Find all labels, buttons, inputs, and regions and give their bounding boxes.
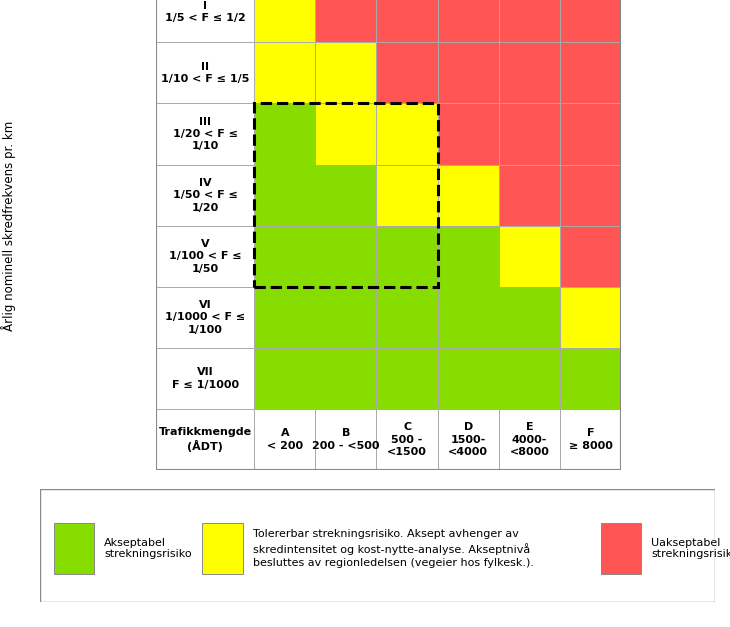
Bar — [499, 348, 560, 409]
Bar — [377, 409, 437, 470]
Bar — [560, 164, 621, 226]
Bar — [560, 409, 621, 470]
Bar — [377, 164, 437, 226]
Bar — [156, 42, 254, 103]
Bar — [254, 287, 315, 348]
Bar — [315, 103, 377, 164]
Bar — [499, 164, 560, 226]
Bar — [377, 226, 437, 287]
Bar — [499, 226, 560, 287]
Bar — [560, 226, 621, 287]
Text: I
1/5 < F ≤ 1/2: I 1/5 < F ≤ 1/2 — [165, 1, 246, 23]
Bar — [499, 0, 560, 43]
Text: III
1/20 < F ≤
1/10: III 1/20 < F ≤ 1/10 — [173, 117, 238, 152]
Bar — [377, 42, 437, 103]
Bar — [377, 103, 437, 164]
Bar — [499, 287, 560, 348]
Bar — [437, 348, 499, 409]
Text: VI
1/1000 < F ≤
1/100: VI 1/1000 < F ≤ 1/100 — [165, 300, 245, 335]
Bar — [377, 287, 437, 348]
Bar — [254, 226, 315, 287]
Text: Årlig nominell skredfrekvens pr. km: Årlig nominell skredfrekvens pr. km — [1, 120, 16, 331]
Bar — [315, 409, 377, 470]
Bar — [437, 42, 499, 103]
Bar — [437, 226, 499, 287]
Bar — [254, 409, 315, 470]
Bar — [437, 287, 499, 348]
Bar — [156, 348, 254, 409]
Bar — [202, 523, 242, 574]
Text: D
1500-
<4000: D 1500- <4000 — [448, 422, 488, 457]
Bar — [560, 287, 621, 348]
Bar — [499, 42, 560, 103]
Text: Trafikkmengde
(ÅDT): Trafikkmengde (ÅDT) — [158, 427, 252, 452]
Bar — [560, 0, 621, 43]
Bar — [499, 103, 560, 164]
Bar — [315, 287, 377, 348]
Bar — [601, 523, 641, 574]
Text: E
4000-
<8000: E 4000- <8000 — [510, 422, 549, 457]
Bar — [315, 42, 377, 103]
Bar — [315, 0, 377, 43]
Bar — [560, 42, 621, 103]
Text: A
< 200: A < 200 — [266, 428, 303, 451]
Bar — [254, 42, 315, 103]
Bar — [254, 0, 315, 43]
Bar — [156, 0, 254, 43]
Text: II
1/10 < F ≤ 1/5: II 1/10 < F ≤ 1/5 — [161, 61, 250, 84]
Bar — [437, 164, 499, 226]
Bar — [560, 103, 621, 164]
Bar — [254, 103, 315, 164]
Bar — [54, 523, 94, 574]
Bar — [315, 164, 377, 226]
Bar — [499, 409, 560, 470]
Bar — [560, 348, 621, 409]
Text: Akseptabel
strekningsrisiko: Akseptabel strekningsrisiko — [104, 537, 192, 559]
Text: B
200 - <500: B 200 - <500 — [312, 428, 380, 451]
Bar — [437, 0, 499, 43]
Bar — [156, 287, 254, 348]
Bar — [437, 409, 499, 470]
Bar — [254, 164, 315, 226]
Bar — [315, 348, 377, 409]
Bar — [315, 226, 377, 287]
Text: IV
1/50 < F ≤
1/20: IV 1/50 < F ≤ 1/20 — [173, 177, 238, 213]
Bar — [254, 103, 437, 287]
Text: VII
F ≤ 1/1000: VII F ≤ 1/1000 — [172, 367, 239, 390]
Bar — [156, 103, 254, 164]
Bar — [377, 348, 437, 409]
Text: V
1/100 < F ≤
1/50: V 1/100 < F ≤ 1/50 — [169, 239, 242, 274]
Text: Tolererbar strekningsrisiko. Aksept avhenger av
skredintensitet og kost-nytte-an: Tolererbar strekningsrisiko. Aksept avhe… — [253, 529, 534, 568]
Bar — [156, 164, 254, 226]
Text: F
≥ 8000: F ≥ 8000 — [569, 428, 612, 451]
Bar — [377, 0, 437, 43]
Text: C
500 -
<1500: C 500 - <1500 — [387, 422, 427, 457]
Bar — [437, 103, 499, 164]
Bar — [254, 348, 315, 409]
Bar — [156, 409, 254, 470]
Text: Uakseptabel
strekningsrisiko: Uakseptabel strekningsrisiko — [651, 537, 730, 559]
Bar — [156, 226, 254, 287]
